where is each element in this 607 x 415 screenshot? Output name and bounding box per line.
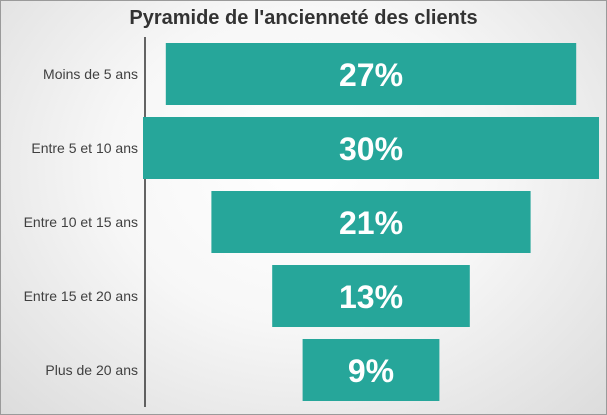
category-label: Entre 5 et 10 ans: [31, 140, 138, 156]
data-label: 21%: [339, 205, 403, 241]
category-label: Entre 10 et 15 ans: [24, 214, 138, 230]
data-label: 9%: [348, 353, 394, 389]
category-label: Entre 15 et 20 ans: [24, 288, 138, 304]
funnel-bar: [302, 339, 440, 401]
data-label: 30%: [339, 131, 403, 167]
data-label: 27%: [339, 57, 403, 93]
category-label: Moins de 5 ans: [43, 66, 138, 82]
funnel-bar: [143, 117, 599, 179]
funnel-bar: [165, 43, 577, 105]
data-label: 13%: [339, 279, 403, 315]
funnel-bar: [211, 191, 531, 253]
funnel-bar: [272, 265, 470, 327]
chart-title: Pyramide de l'ancienneté des clients: [129, 7, 478, 29]
category-label: Plus de 20 ans: [45, 362, 138, 378]
